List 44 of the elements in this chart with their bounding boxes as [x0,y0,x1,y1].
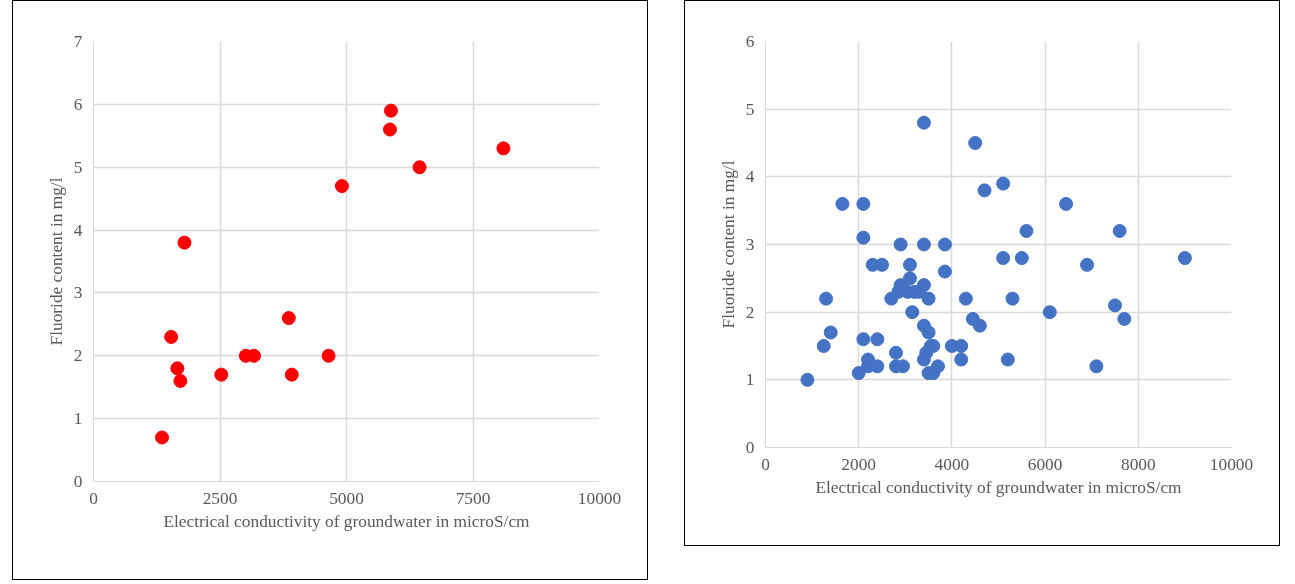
x-axis-title: Electrical conductivity of groundwater in microS/cm [815,477,1183,497]
point [170,361,185,376]
point [284,367,299,382]
y-tick-label: 6 [745,32,755,51]
y-tick-label: 6 [73,94,83,114]
x-tick-label: 0 [89,488,98,508]
point [383,103,398,118]
y-tick-label: 2 [745,302,755,322]
y-tick-label: 3 [745,235,755,254]
y-tick-label: 5 [745,99,755,119]
x-axis-title: Electrical conductivity of groundwater in microS/cm [163,511,531,531]
point [177,235,192,250]
point [334,179,349,194]
y-tick-label: 7 [73,32,83,51]
point [321,348,336,363]
y-tick-label: 3 [73,283,83,303]
y-axis-title: Fluoride content in mg/l [46,177,66,346]
point [155,430,170,445]
x-tick-label: 0 [761,454,770,474]
x-tick-label: 2000 [841,454,877,474]
x-tick-label: 8000 [1120,454,1156,474]
y-tick-label: 5 [73,157,83,177]
y-tick-label: 2 [73,346,83,366]
point [382,122,397,137]
point [281,311,296,326]
y-tick-label: 0 [73,472,83,491]
x-tick-label: 2500 [202,488,238,508]
y-tick-label: 1 [745,370,755,390]
x-tick-label: 5000 [329,488,364,508]
x-tick-label: 10000 [577,488,622,508]
y-tick-label: 0 [745,438,755,457]
point [412,160,427,175]
x-tick-label: 6000 [1027,454,1063,474]
point [173,373,188,388]
x-tick-label: 4000 [934,454,970,474]
x-tick-label: 10000 [1209,454,1254,474]
y-tick-label: 4 [745,167,755,187]
point [164,329,179,344]
y-tick-label: 4 [73,220,83,240]
point [496,141,511,156]
point [214,367,229,382]
y-tick-label: 1 [73,409,83,429]
y-axis-title: Fluoride content in mg/l [718,160,738,329]
x-tick-label: 7500 [455,488,491,508]
